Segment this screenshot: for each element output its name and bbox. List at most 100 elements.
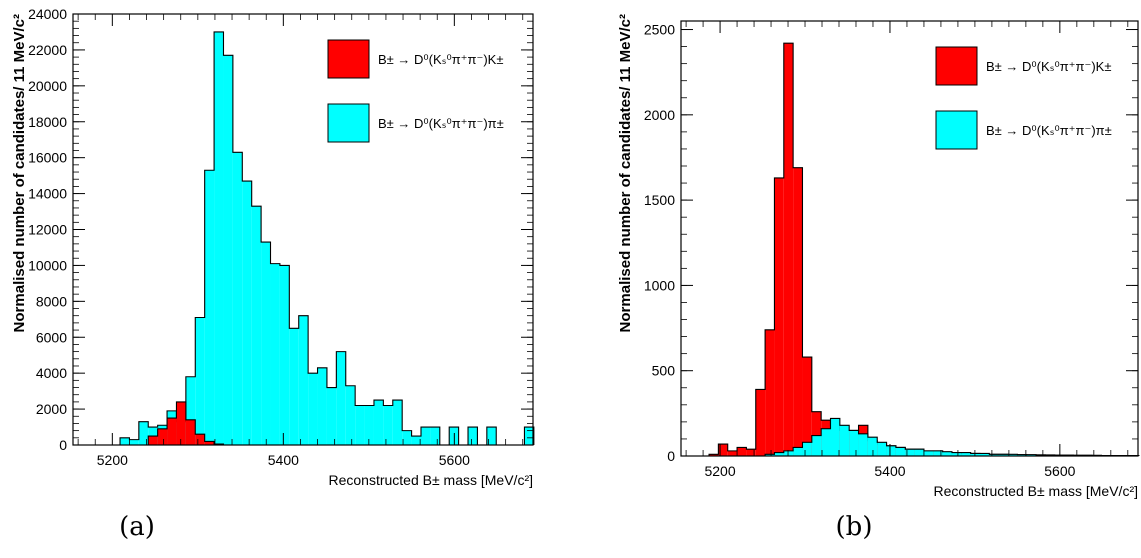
histogram-bar [821,428,831,456]
histogram-bar [905,449,915,456]
histogram-bar [308,373,318,445]
histogram-bar [998,454,1009,456]
histogram-bars [699,42,1140,457]
histogram-bar [942,451,952,456]
histogram-bar [148,436,158,445]
series-0 [147,401,225,445]
histogram-bar [468,427,478,445]
chart-panel-b: 5200 5400 5600 0 500 1000 1500 2000 2500 Reconst… [617,14,1140,542]
histogram-bar [970,453,981,456]
legend: B± → D⁰(Kₛ⁰π⁺π⁻)K± B± → D⁰(Kₛ⁰π⁺π⁻)π± [327,39,504,143]
histogram-bar [765,329,775,456]
histogram-bar [1008,454,1018,456]
y-tick-label: 8000 [36,293,67,309]
x-axis-label: Reconstructed B± mass [MeV/c²] [933,483,1138,499]
histogram-bar [524,427,534,445]
chart-panel-a: 5200 5400 5600 0 2000 4000 6000 8000 10000 12000 1… [11,6,535,542]
axis-ticks [73,13,533,446]
y-tick-label: 2500 [644,22,675,38]
histogram-bar [793,167,803,457]
x-tick-label: 5400 [874,463,905,479]
histogram-bar [718,444,728,456]
histogram-bar [802,357,812,456]
histogram-bar [802,442,812,456]
plot-frame [680,20,1139,457]
histogram-bar [392,400,403,445]
y-tick-label: 22000 [28,42,67,58]
y-tick-label: 6000 [36,329,67,345]
histogram-bar [989,454,999,456]
histogram-bar [345,385,356,445]
histogram-bar [383,405,393,445]
histogram-bar [951,452,962,456]
y-tick-label: 500 [652,363,676,379]
histogram-bar [120,437,130,445]
histogram-bar [364,405,374,445]
histogram-bar [830,418,840,456]
x-tick-label: 5200 [704,463,735,479]
histogram-bar [317,367,327,445]
histogram-bar [411,436,421,445]
histogram-bar [214,31,224,445]
histogram-bar [430,427,440,445]
series-0 [699,42,1140,457]
histogram-bar [261,242,271,445]
histogram-bar [923,450,934,456]
histogram-bar [185,419,196,445]
histogram-bar [933,450,943,456]
y-tick-label: 0 [667,448,675,464]
x-tick-label: 5200 [97,452,128,468]
histogram-bar [138,421,149,445]
histogram-bar [232,152,243,445]
histogram-bar [774,452,784,456]
legend-label: B± → D⁰(Kₛ⁰π⁺π⁻)π± [378,116,504,131]
histogram-bar [727,450,738,456]
histogram-bar [251,206,262,445]
histogram-bar [839,425,850,456]
histogram-bar [157,428,168,445]
x-axis-label: Reconstructed B± mass [MeV/c²] [328,472,533,488]
y-tick-label: 24000 [28,6,67,22]
histogram-bar [858,433,868,456]
axis-tick-labels: 5200 5400 5600 0 500 1000 1500 2000 2500 [644,22,1076,479]
series-1 [764,417,1140,457]
histogram-bar [355,405,365,445]
legend-swatch [327,39,370,79]
histogram-bar [242,181,252,445]
legend-label: B± → D⁰(Kₛ⁰π⁺π⁻)K± [986,59,1112,74]
histogram-bar [755,389,766,456]
histogram-bar [279,265,290,445]
histogram-bar [270,263,280,445]
legend-swatch [935,46,978,86]
legend: B± → D⁰(Kₛ⁰π⁺π⁻)K± B± → D⁰(Kₛ⁰π⁺π⁻)π± [935,46,1112,150]
histogram-bar [980,453,990,456]
x-tick-label: 5600 [439,452,470,468]
legend-swatch [935,110,978,150]
histogram-bar [849,430,859,456]
histogram-bar [223,55,233,445]
histogram-bar [774,177,784,457]
histogram-bar [765,454,775,456]
histogram-bar [811,435,822,456]
y-axis-label: Normalised number of candidates/ 11 MeV/… [11,14,28,332]
histogram-bar [289,328,299,445]
histogram-bar [709,454,719,456]
y-tick-label: 10000 [28,257,67,273]
histogram-bar [783,450,794,456]
histogram-bar [811,411,822,456]
histogram-bar [783,43,794,456]
panel-caption-a: (a) [119,512,155,542]
y-tick-label: 16000 [28,150,67,166]
histogram-outline [147,401,225,445]
histogram-bar [867,437,878,456]
histogram-bar [1026,454,1037,456]
histogram-bar [486,427,497,445]
y-tick-label: 0 [59,437,67,453]
histogram-bar [195,434,205,445]
y-tick-label: 14000 [28,186,67,202]
x-tick-label: 5600 [1044,463,1075,479]
histogram-bar [167,418,177,445]
legend-label: B± → D⁰(Kₛ⁰π⁺π⁻)π± [986,123,1112,138]
y-axis-label: Normalised number of candidates/ 11 MeV/… [617,14,634,332]
